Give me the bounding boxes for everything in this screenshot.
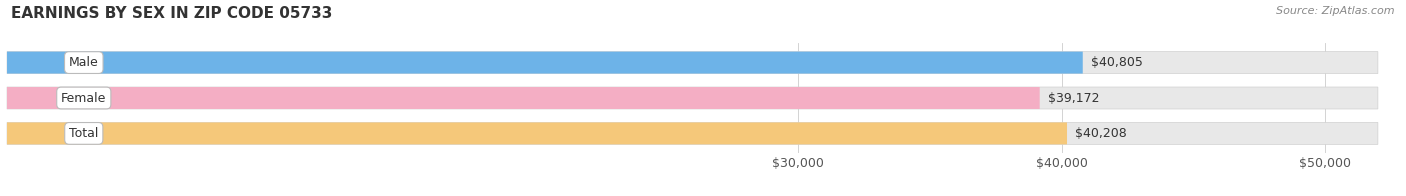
FancyBboxPatch shape (7, 87, 1039, 109)
Text: Total: Total (69, 127, 98, 140)
FancyBboxPatch shape (7, 122, 1067, 144)
Text: $40,805: $40,805 (1091, 56, 1143, 69)
Text: $40,208: $40,208 (1076, 127, 1128, 140)
FancyBboxPatch shape (7, 87, 1378, 109)
FancyBboxPatch shape (7, 52, 1083, 74)
FancyBboxPatch shape (7, 52, 1378, 74)
Text: EARNINGS BY SEX IN ZIP CODE 05733: EARNINGS BY SEX IN ZIP CODE 05733 (11, 6, 333, 21)
Text: $39,172: $39,172 (1047, 92, 1099, 104)
Text: Source: ZipAtlas.com: Source: ZipAtlas.com (1277, 6, 1395, 16)
FancyBboxPatch shape (7, 122, 1378, 144)
Text: Male: Male (69, 56, 98, 69)
Text: Female: Female (60, 92, 107, 104)
